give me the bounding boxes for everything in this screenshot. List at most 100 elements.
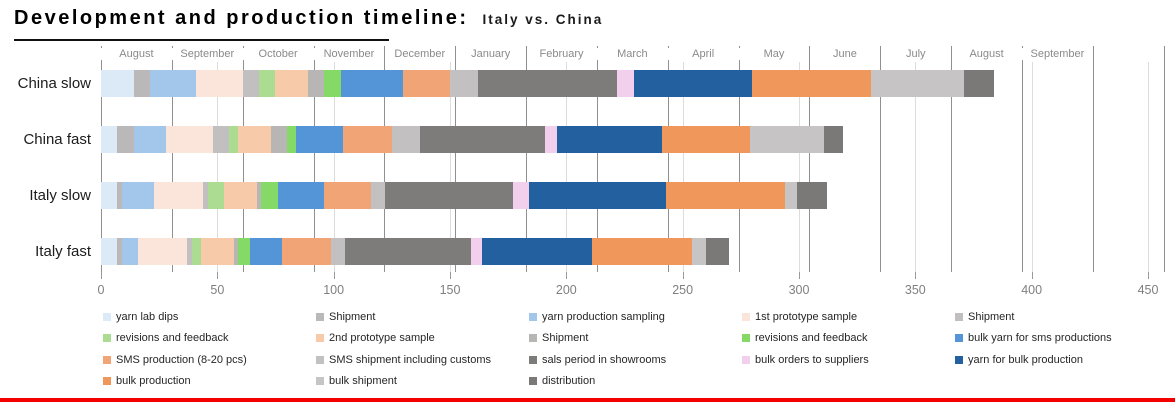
legend-label: bulk production <box>116 374 191 387</box>
bar-segment-yarn-lab-dips <box>101 238 118 265</box>
month-tick-line <box>1092 46 1094 272</box>
legend-item-shipment: Shipment <box>955 311 1014 323</box>
legend-label: 1st prototype sample <box>755 311 858 323</box>
legend-swatch-icon <box>955 313 963 321</box>
x-axis-tick-label: 0 <box>97 283 105 297</box>
gridline-450 <box>1148 62 1149 272</box>
x-axis-tick <box>1148 272 1149 279</box>
month-tick-line <box>738 46 740 272</box>
bar-segment-1st-prototype-sample <box>154 182 204 209</box>
x-axis-tick <box>799 272 800 279</box>
bar-segment-2nd-prototype-sample <box>224 182 257 209</box>
legend-label: Shipment <box>329 311 376 323</box>
bar-segment-yarn-production-sampling <box>121 238 139 265</box>
page-title: Development and production timeline: Ital… <box>14 7 603 30</box>
legend-label: SMS shipment including customs <box>329 353 492 366</box>
bar-segment-yarn-lab-dips <box>101 126 118 153</box>
month-tick-line <box>1022 46 1023 272</box>
bar-row-italy-slow <box>101 182 827 209</box>
legend-label: yarn lab dips <box>116 311 179 323</box>
bar-segment-2nd-prototype-sample <box>201 238 234 265</box>
month-label: April <box>668 48 739 60</box>
bottom-accent-bar <box>0 398 1175 402</box>
legend-item-yarn-lab-dips: yarn lab dips <box>103 311 178 323</box>
month-label: November <box>313 48 384 60</box>
bar-row-china-fast <box>101 126 844 153</box>
bar-segment-shipment <box>187 238 192 265</box>
month-label: June <box>809 48 880 60</box>
x-axis-tick <box>1031 272 1033 279</box>
legend-swatch-icon <box>103 355 111 364</box>
bar-segment-distribution <box>964 70 995 97</box>
x-axis-tick-label: 300 <box>788 283 810 297</box>
legend-swatch-icon <box>103 376 111 385</box>
legend-item-bulk-orders-to-suppliers: bulk orders to suppliers <box>742 354 869 366</box>
legend-item-2nd-prototype-sample: 2nd prototype sample <box>316 332 435 344</box>
bar-segment-bulk-shipment <box>871 70 965 97</box>
bar-segment-sms-production-8-20-pcs <box>342 126 392 153</box>
bar-segment-bulk-production <box>752 70 872 97</box>
legend-swatch-icon <box>529 376 537 385</box>
bar-segment-sms-production-8-20-pcs <box>282 238 332 265</box>
bar-segment-1st-prototype-sample <box>166 126 213 153</box>
legend-label: bulk shipment <box>329 374 397 387</box>
month-label: July <box>880 48 951 60</box>
bar-segment-revisions-and-feedback <box>191 238 201 265</box>
legend-swatch-icon <box>316 376 324 385</box>
bar-segment-bulk-shipment <box>784 182 797 209</box>
legend-item-sals-period-in-showrooms: sals period in showrooms <box>529 354 666 366</box>
bar-segment-revisions-and-feedback <box>324 70 341 97</box>
gridline-300 <box>799 62 800 272</box>
bar-segment-yarn-for-bulk-production <box>482 238 592 265</box>
bar-segment-revisions-and-feedback <box>228 126 239 153</box>
bar-segment-shipment <box>117 238 122 265</box>
month-label: February <box>526 48 597 60</box>
bar-segment-sms-shipment-including-customs <box>391 126 420 153</box>
bar-row-china-slow <box>101 70 995 97</box>
legend-label: 2nd prototype sample <box>329 332 435 345</box>
legend-label: SMS production (8-20 pcs) <box>116 353 247 366</box>
bar-segment-revisions-and-feedback <box>259 70 276 97</box>
bar-segment-sals-period-in-showrooms <box>345 238 471 265</box>
bar-segment-yarn-production-sampling <box>121 182 155 209</box>
gridline-150 <box>450 62 451 272</box>
legend-swatch-icon <box>103 334 111 343</box>
legend-label: revisions and feedback <box>116 332 229 345</box>
bar-segment-distribution <box>796 182 827 209</box>
legend-item-yarn-production-sampling: yarn production sampling <box>529 311 665 323</box>
legend-swatch-icon <box>529 334 537 343</box>
legend-label: bulk yarn for sms productions <box>968 332 1112 345</box>
bar-segment-yarn-lab-dips <box>101 70 134 97</box>
bar-segment-distribution <box>705 238 730 265</box>
gridline-200 <box>566 62 568 272</box>
gridline-50 <box>217 62 219 272</box>
legend-swatch-icon <box>955 355 963 364</box>
legend-item-shipment: Shipment <box>529 332 588 344</box>
bar-segment-shipment <box>270 126 288 153</box>
bar-segment-bulk-orders-to-suppliers <box>617 70 634 97</box>
legend-swatch-icon <box>316 313 324 321</box>
title-underline <box>14 39 389 41</box>
x-axis-tick <box>682 272 684 279</box>
bar-segment-bulk-yarn-for-sms-productions <box>296 126 343 153</box>
month-label: January <box>455 48 526 60</box>
gridline-250 <box>682 62 684 272</box>
bar-segment-shipment <box>242 70 260 97</box>
bar-segment-bulk-production <box>666 182 785 209</box>
month-label: December <box>384 48 455 60</box>
legend-item-yarn-for-bulk-production: yarn for bulk production <box>955 354 1083 366</box>
month-tick-line <box>667 46 669 272</box>
row-label-italy-fast: Italy fast <box>35 243 91 260</box>
legend-label: yarn production sampling <box>542 311 665 323</box>
bar-segment-yarn-production-sampling <box>133 126 167 153</box>
legend-item-sms-production-8-20-pcs: SMS production (8-20 pcs) <box>103 354 247 366</box>
month-tick-line <box>242 46 244 272</box>
legend-label: bulk orders to suppliers <box>755 353 869 366</box>
bar-segment-bulk-shipment <box>691 238 706 265</box>
bar-segment-2nd-prototype-sample <box>238 126 271 153</box>
x-axis-tick-label: 100 <box>323 283 345 297</box>
legend-item-revisions-and-feedback: revisions and feedback <box>742 332 868 344</box>
bar-segment-bulk-orders-to-suppliers <box>512 182 529 209</box>
month-label: September <box>1022 48 1093 60</box>
bar-segment-shipment <box>212 126 229 153</box>
